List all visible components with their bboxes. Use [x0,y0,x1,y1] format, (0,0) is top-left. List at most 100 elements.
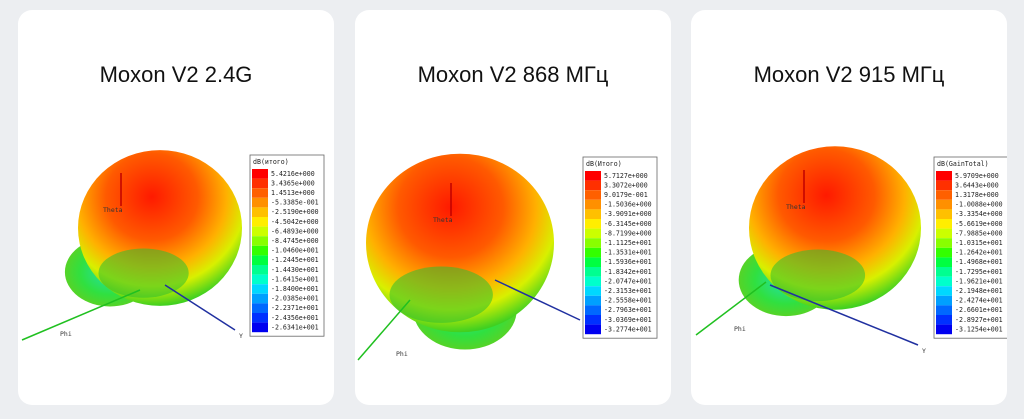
legend-swatch [585,180,601,191]
legend-swatch [252,303,268,313]
legend-label: 3.4365e+000 [271,179,315,187]
legend-label: -8.4745e+000 [271,237,319,245]
theta-label: Theta [433,216,453,224]
legend-swatch [936,199,952,210]
legend-label: -2.8927e+001 [955,316,1003,324]
legend-label: 5.4216e+000 [271,170,315,178]
legend-swatch [936,295,952,306]
pattern-figure: Moxon V2 915 МГц Theta Phi YdB(GainTotal) 5.… [695,62,1007,355]
legend-swatch [585,295,601,306]
legend-label: -1.4968e+001 [955,258,1003,266]
card-title: Moxon V2 868 МГц [418,62,609,87]
y-axis [164,284,236,331]
legend-label: -4.5042e+000 [271,218,319,226]
legend-label: -1.1125e+001 [604,239,652,247]
legend-label: -2.0385e+001 [271,295,319,303]
legend-swatch [936,180,952,191]
legend-swatch [585,219,601,229]
legend-swatch [252,265,268,275]
legend-swatch [252,322,268,333]
legend-label: -2.7963e+001 [604,306,652,314]
legend-label: -1.0460e+001 [271,247,319,255]
legend-swatch [252,188,268,198]
legend-swatch [585,199,601,210]
card: Moxon V2 868 МГцThetaPhiYdB(Итого)5.7127… [355,10,671,405]
legend-swatch [936,257,952,267]
legend-swatch [252,245,268,256]
legend-label: -1.0315e+001 [955,239,1003,247]
legend-label: -1.7295e+001 [955,268,1003,276]
legend-label: 3.3072e+000 [604,181,648,189]
pattern-shade [770,249,866,302]
legend-swatch [585,286,601,296]
legend-label: 9.0179e-001 [604,191,648,199]
legend-label: -6.4893e+000 [271,227,319,235]
legend-swatch [252,197,268,208]
legend-swatch [936,315,952,325]
phi-label: Phi [734,325,746,333]
legend-swatch [252,284,268,294]
legend-swatch [252,207,268,217]
legend-label: -2.5190e+000 [271,208,319,216]
pattern-shade [389,266,493,323]
phi-axis [357,299,411,361]
legend-swatch [252,169,268,179]
legend-swatch [252,274,268,285]
legend-swatch [936,286,952,296]
legend-label: -2.1948e+001 [955,287,1003,295]
y-axis [769,284,919,346]
legend-title: dB(итого) [253,158,289,166]
legend-label: -1.9621e+001 [955,277,1003,285]
legend-label: -1.5036e+000 [604,201,652,209]
legend-label: -1.8342e+001 [604,268,652,276]
legend-label: -3.2774e+001 [604,325,652,333]
legend-swatch [252,255,268,265]
phi-label: Phi [396,350,408,358]
legend-label: -1.3531e+001 [604,249,652,257]
legend-swatch [585,257,601,267]
y-label: Y [922,347,926,355]
legend-label: -1.5936e+001 [604,258,652,266]
legend-label: -5.6619e+000 [955,220,1003,228]
legend-label: -1.2642e+001 [955,249,1003,257]
legend-swatch [252,178,268,189]
legend-label: -8.7199e+000 [604,229,652,237]
card-title: Moxon V2 2.4G [100,62,253,87]
legend-swatch [585,238,601,248]
pattern-shade [98,248,189,298]
legend-label: -1.8400e+001 [271,285,319,293]
legend-swatch [585,171,601,181]
legend-swatch [936,324,952,335]
legend-swatch [936,228,952,239]
legend-swatch [585,305,601,315]
legend-swatch [252,236,268,246]
legend-label: -6.3145e+000 [604,220,652,228]
y-axis [494,279,581,321]
legend-swatch [936,238,952,248]
legend-label: -1.2445e+001 [271,256,319,264]
legend-swatch [585,267,601,277]
legend-swatch [252,217,268,227]
theta-label: Theta [103,206,123,214]
legend-swatch [936,219,952,229]
legend-swatch [936,171,952,181]
legend-label: -2.4356e+001 [271,314,319,322]
legend-swatch [252,313,268,323]
legend-label: -2.6601e+001 [955,306,1003,314]
phi-label: Phi [60,330,72,338]
legend-label: -7.9885e+000 [955,229,1003,237]
legend-swatch [252,226,268,237]
legend-label: -1.0088e+000 [955,201,1003,209]
legend-swatch [936,267,952,277]
legend-label: -2.3153e+001 [604,287,652,295]
legend-swatch [585,190,601,200]
legend-label: 1.3178e+000 [955,191,999,199]
theta-label: Theta [786,203,806,211]
legend-label: -1.6415e+001 [271,275,319,283]
card-title: Moxon V2 915 МГц [754,62,945,87]
legend-label: -5.3385e-001 [271,199,319,207]
legend-swatch [585,315,601,325]
